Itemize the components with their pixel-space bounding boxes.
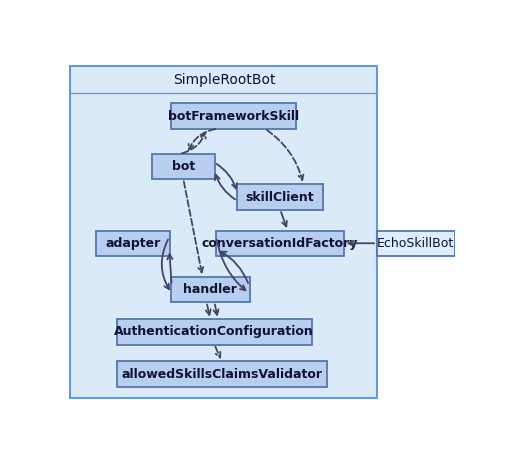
Text: EchoSkillBot: EchoSkillBot xyxy=(377,237,454,250)
Text: conversationIdFactory: conversationIdFactory xyxy=(202,237,359,250)
Text: botFrameworkSkill: botFrameworkSkill xyxy=(168,110,299,123)
FancyBboxPatch shape xyxy=(117,361,327,387)
Text: adapter: adapter xyxy=(105,237,161,250)
FancyBboxPatch shape xyxy=(152,153,215,179)
Text: SimpleRootBot: SimpleRootBot xyxy=(173,73,275,87)
Text: skillClient: skillClient xyxy=(246,191,315,203)
FancyBboxPatch shape xyxy=(71,66,377,398)
FancyBboxPatch shape xyxy=(216,231,344,256)
FancyBboxPatch shape xyxy=(377,231,455,256)
FancyBboxPatch shape xyxy=(117,319,312,344)
Text: bot: bot xyxy=(172,160,195,173)
FancyBboxPatch shape xyxy=(95,231,170,256)
Text: allowedSkillsClaimsValidator: allowedSkillsClaimsValidator xyxy=(122,368,323,381)
FancyBboxPatch shape xyxy=(237,184,323,210)
Text: handler: handler xyxy=(183,283,237,296)
FancyBboxPatch shape xyxy=(171,103,296,129)
FancyBboxPatch shape xyxy=(171,277,249,302)
Text: AuthenticationConfiguration: AuthenticationConfiguration xyxy=(114,325,314,339)
